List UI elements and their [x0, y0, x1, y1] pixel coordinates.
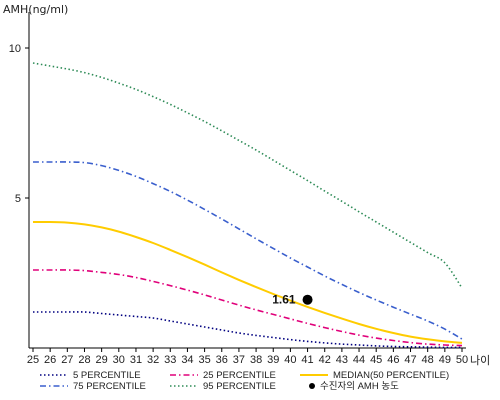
series-25th-percentile-line — [33, 269, 463, 347]
x-tick-label: 32 — [147, 354, 159, 366]
x-tick-label: 30 — [113, 354, 125, 366]
x-tick-label: 28 — [78, 354, 90, 366]
series-median-legend-label: MEDIAN(50 PERCENTILE) — [333, 370, 449, 381]
y-ticks: 5 10 — [9, 43, 29, 205]
plot-area: AMH(ng/ml) 나이 5 10 25 26 27 28 29 30 31 32 33 34 35… — [3, 3, 490, 367]
x-tick-label: 46 — [387, 354, 399, 366]
series-5th-percentile-legend-label: 5 PERCENTILE — [73, 370, 141, 381]
patient-marker-group: 1.61 — [272, 293, 313, 307]
y-tick-label: 10 — [9, 43, 21, 55]
x-tick-label: 45 — [370, 354, 382, 366]
x-tick-label: 49 — [439, 354, 451, 366]
patient-amh-value-label: 1.61 — [272, 293, 296, 307]
x-axis-title: 나이 — [470, 354, 490, 367]
x-tick-label: 37 — [233, 354, 245, 366]
series-25th-percentile-legend-label: 25 PERCENTILE — [203, 370, 276, 381]
patient-marker-legend-label: 수진자의 AMH 농도 — [320, 381, 399, 392]
x-tick-label: 29 — [96, 354, 108, 366]
x-tick-label: 40 — [284, 354, 296, 366]
series-75th-percentile-line — [33, 161, 463, 340]
series-median-line — [32, 220, 463, 344]
series-lines — [32, 62, 463, 349]
series-95th-percentile-legend-label: 95 PERCENTILE — [203, 381, 276, 392]
x-tick-label: 38 — [250, 354, 262, 366]
patient-marker-legend-swatch — [309, 383, 315, 389]
x-tick-label: 36 — [216, 354, 228, 366]
series-95th-percentile-line — [32, 62, 463, 289]
x-tick-label: 43 — [336, 354, 348, 366]
x-tick-label: 42 — [319, 354, 331, 366]
x-tick-label: 25 — [27, 354, 39, 366]
x-tick-label: 39 — [267, 354, 279, 366]
x-tick-label: 31 — [130, 354, 142, 366]
x-tick-label: 27 — [61, 354, 73, 366]
legend: 5 PERCENTILE 25 PERCENTILE MEDIAN(50 PERCE… — [40, 370, 449, 392]
y-axis-title: AMH(ng/ml) — [3, 3, 68, 16]
x-tick-label: 35 — [198, 354, 210, 366]
x-tick-label: 33 — [164, 354, 176, 366]
y-tick-label: 5 — [15, 193, 21, 205]
x-tick-label: 48 — [422, 354, 434, 366]
patient-amh-marker — [302, 294, 313, 305]
x-tick-label: 41 — [301, 354, 313, 366]
x-tick-label: 47 — [404, 354, 416, 366]
x-ticks: 25 26 27 28 29 30 31 32 33 34 35 36 37 38 39 40 41 42 43 44… — [27, 348, 468, 366]
x-tick-label: 26 — [44, 354, 56, 366]
x-tick-label: 50 — [456, 354, 468, 366]
series-5th-percentile-line — [32, 311, 463, 349]
x-tick-label: 44 — [353, 354, 365, 366]
x-tick-label: 34 — [181, 354, 193, 366]
series-75th-percentile-legend-label: 75 PERCENTILE — [73, 381, 146, 392]
